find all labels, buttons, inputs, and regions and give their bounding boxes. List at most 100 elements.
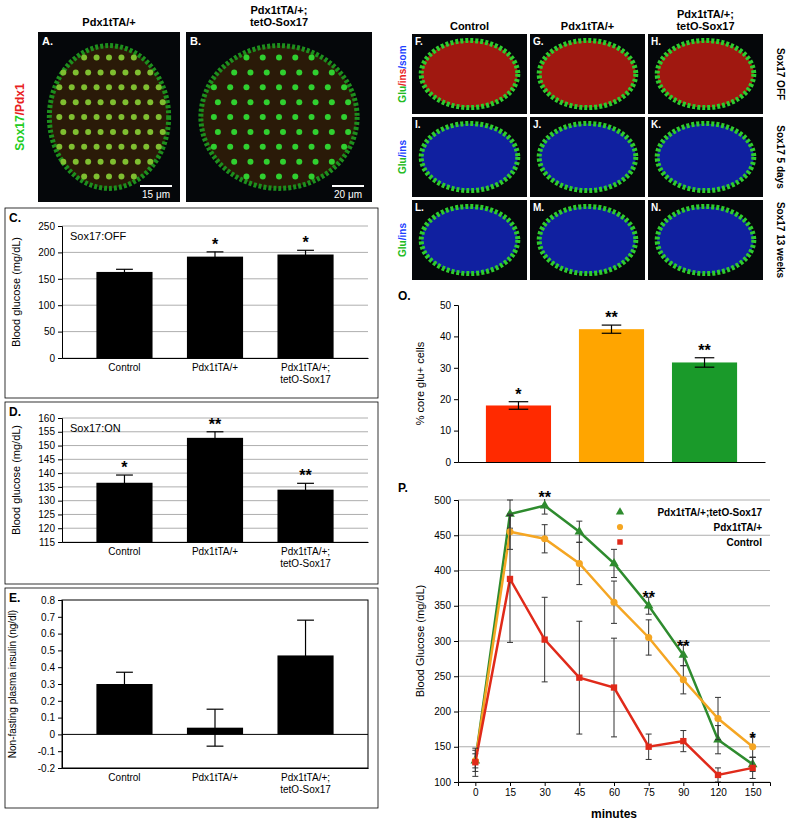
x-tick-label: Pdx1tTA/+;tetO-Sox17 [280,546,331,569]
stain-part: Glu [397,240,408,257]
y-tick-mark [454,462,458,463]
significance: ** [538,489,551,506]
y-tick-mark [58,528,62,529]
panel-letter: B. [190,35,201,47]
panel-letter: C. [9,211,21,225]
x-tick-mark [649,782,650,786]
nucleus [156,144,162,150]
y-tick-label: 135 [38,482,55,493]
y-tick-label: 100 [38,300,55,311]
y-tick-mark [58,332,62,333]
micrograph-bg [38,32,180,202]
error-cap [472,748,478,749]
error-cap [602,333,622,334]
nucleus [94,55,100,61]
error-cap [576,621,582,622]
error-bar [116,672,133,696]
y-tick-label: 120 [38,523,55,534]
error-cap [750,757,756,758]
nucleus [81,174,87,180]
y-tick: 150 [38,274,62,285]
y-tick: 115 [39,537,62,548]
nucleus [131,114,137,120]
y-tick-label: 125 [38,509,55,520]
nucleus [243,144,249,150]
x-tick-label: Pdx1tTA/+ [192,772,238,783]
nucleus [325,114,331,120]
series-line [475,506,752,765]
error-cap [297,620,314,621]
nucleus [131,84,137,90]
x-tick-mark [579,782,580,786]
y-axis-title: Non-fasting plasma insulin (ng/dl) [7,610,18,758]
marker [680,738,686,744]
x-tick: 75 [644,782,656,798]
micrograph-bg [530,117,645,197]
error-cap [507,500,513,501]
y-tick-label: 50 [44,326,56,337]
y-tick: 0.8 [41,595,62,606]
y-axis: -0.2-0.100.10.20.30.40.50.60.70.8 [38,595,63,774]
y-tick-mark [58,600,62,601]
error-bar [507,516,513,643]
panel-letter: G. [533,36,544,47]
micrograph-bg [186,32,372,202]
panel-letter: J. [533,119,542,130]
nucleus [135,69,141,75]
y-tick-label: 40 [440,331,452,342]
micrograph-bg [530,34,645,114]
bar [486,405,551,462]
nucleus [247,69,253,75]
x-tick-mark [510,782,511,786]
y-tick-mark [58,617,62,618]
y-tick-mark [454,305,458,306]
significance: ** [209,416,222,433]
x-tick: Pdx1tTA/+ [192,542,238,557]
y-tick-mark [58,418,62,419]
marker [750,765,756,771]
nucleus [231,159,237,165]
y-tick-mark [58,734,62,735]
error-stem [124,475,125,490]
y-tick: 30 [440,363,458,374]
nucleus [60,69,66,75]
error-bar [602,325,622,333]
x-tick-label: 45 [574,787,586,798]
nucleus [292,55,298,61]
y-tick-label: 140 [38,468,55,479]
nucleus [143,114,149,120]
nucleus [309,144,315,150]
nucleus [135,99,141,105]
x-axis-line [63,358,369,359]
y-tick-label: 0 [49,729,55,740]
error-cap [542,552,548,553]
nucleus [143,144,149,150]
grid-line [458,500,770,501]
y-tick-label: 200 [38,247,55,258]
micrograph [412,34,527,114]
y-tick-label: 150 [38,274,55,285]
bars [96,620,333,746]
nucleus [56,114,62,120]
y-tick: 0 [49,729,62,740]
error-cap [646,614,652,615]
legend-label: Pdx1tTA/+;tetO-Sox17 [657,507,762,518]
marker [610,599,617,606]
nucleus [247,129,253,135]
y-tick: 0.3 [41,679,62,690]
y-tick: 300 [434,636,458,647]
y-tick: 500 [434,495,458,506]
error-cap [646,619,652,620]
nucleus [85,69,91,75]
x-tick: 30 [540,782,552,798]
y-tick-mark [58,684,62,685]
nucleus [122,159,128,165]
x-tick: 150 [745,782,762,798]
y-tick-mark [58,501,62,502]
marker [576,560,583,567]
micrograph [530,200,645,280]
nucleus [292,174,298,180]
nucleus [211,114,217,120]
islet [657,123,754,190]
islet [421,206,518,273]
